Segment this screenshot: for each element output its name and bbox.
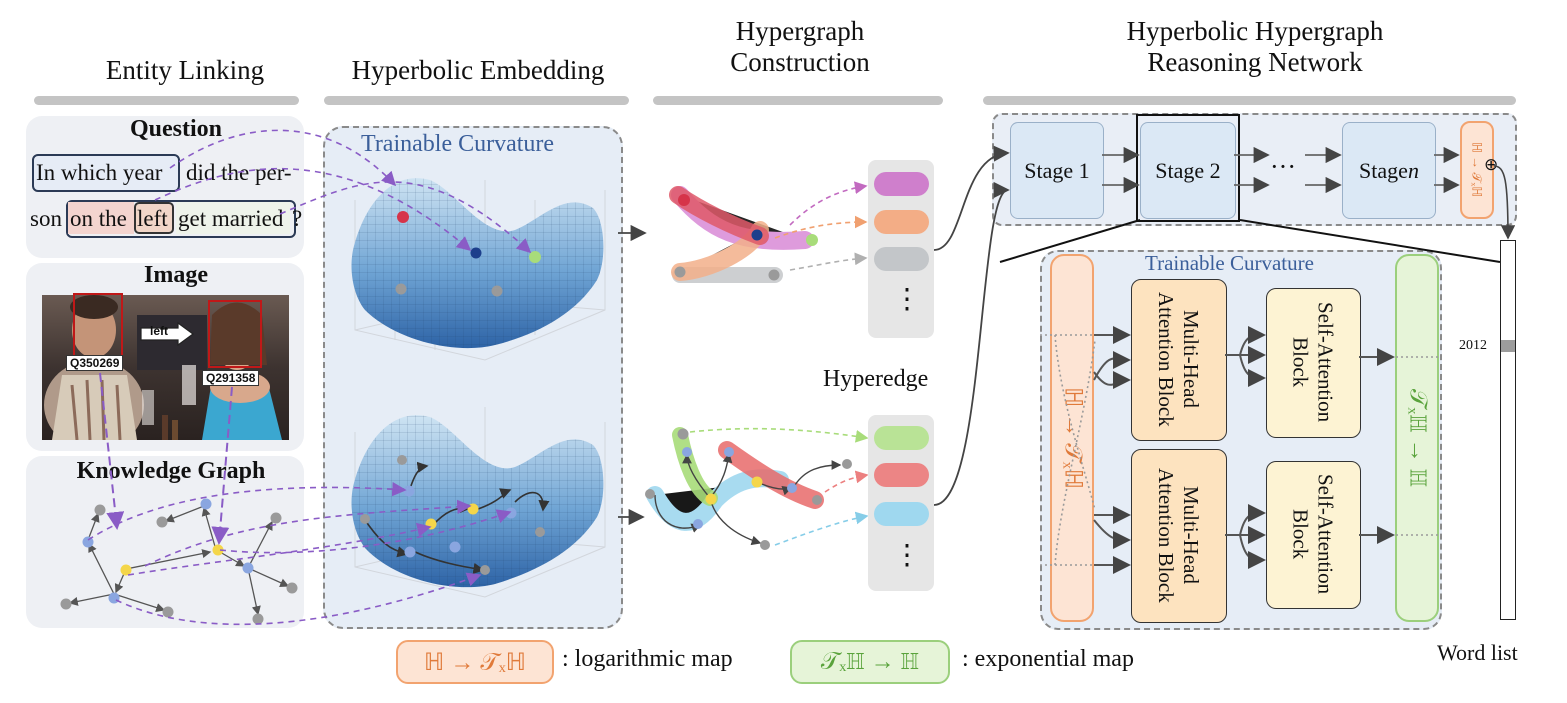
stage-oplus: ⊕: [1484, 155, 1499, 174]
header-bar-hyperbolic-embedding: [324, 96, 629, 105]
sa-block-1: [1266, 288, 1361, 438]
highlight-on-the: [68, 202, 134, 234]
detail-container: [1040, 250, 1442, 630]
stage-1: Stage 1: [1010, 122, 1104, 219]
stage-n: Stage n: [1342, 122, 1436, 219]
knowledge-graph-network: [60, 498, 298, 625]
detail-curvature-label: Trainable Curvature: [1145, 251, 1314, 275]
header-hypergraph-construction: Hypergraph Construction: [730, 16, 870, 77]
detail-exp-map-label: 𝒯ₓℍ → ℍ: [1404, 388, 1431, 488]
header-bar-entity-linking: [34, 96, 299, 105]
word-list-bar: [1500, 240, 1516, 620]
entity-tag-q350269: Q350269: [66, 355, 124, 371]
header-entity-linking: Entity Linking: [105, 55, 265, 85]
legend-log-map-box: ℍ → 𝒯ₓℍ: [396, 640, 554, 684]
stage-log-map-box: [1460, 121, 1494, 219]
legend-exp-map-box: 𝒯ₓℍ → ℍ: [790, 640, 950, 684]
face-box-q350269: [73, 293, 123, 359]
question-line2-a: son: [30, 206, 62, 231]
image-title: Image: [144, 262, 208, 288]
stage-n-var: n: [1407, 157, 1419, 183]
question-line2-e: ?: [292, 206, 303, 231]
stage-dots: ···: [1270, 152, 1296, 181]
hyperedge-bottom-red: [874, 463, 929, 487]
word-list-selected: [1501, 340, 1515, 352]
legend-log-map-text: : logarithmic map: [562, 646, 733, 672]
left-arrow-label: left: [150, 324, 168, 338]
hyperedge-top-orange: [874, 210, 929, 234]
header-bar-hypergraph-construction: [653, 96, 943, 105]
question-line1-a: In which year: [36, 160, 163, 185]
sa-block-2-label: Self-Attention Block: [1288, 473, 1338, 595]
stage-2-highlight: [1136, 114, 1240, 222]
legend-exp-map-text: : exponential map: [962, 646, 1134, 672]
mha-block-2: [1131, 449, 1227, 623]
hyperedge-bottom-blue: [874, 502, 929, 526]
face-box-q291358: [208, 300, 262, 368]
hypergraph-top: [669, 181, 868, 283]
question-line2-b: on the: [70, 206, 127, 231]
saddle-surface-top: [351, 178, 606, 361]
hyperedge-bottom-green: [874, 426, 929, 450]
entity-tag-q291358: Q291358: [202, 370, 260, 386]
mha-block-1-label: Multi-Head Attention Block: [1154, 291, 1203, 427]
question-line2-c: left: [137, 206, 168, 231]
word-list-label: Word list: [1437, 640, 1518, 665]
mha-block-2-label: Multi-Head Attention Block: [1154, 467, 1203, 603]
question-line1-b: did the per-: [186, 160, 292, 185]
hyperedge-top-more: ⋮: [893, 284, 921, 315]
hyperedge-top-purple: [874, 172, 929, 196]
question-line2-d: get married: [178, 206, 284, 231]
detail-log-map-label: ℍ → 𝒯ₓℍ: [1059, 386, 1086, 490]
hypergraph-bottom: [645, 427, 869, 550]
question-title: Question: [129, 116, 222, 142]
stage-n-prefix: Stage: [1359, 157, 1408, 183]
hyperedge-bottom-more: ⋮: [893, 540, 921, 571]
mha-block-1: [1131, 279, 1227, 441]
word-list-value: 2012: [1459, 338, 1487, 353]
header-hyperbolic-embedding: Hyperbolic Embedding: [351, 55, 605, 85]
header-reasoning-network: Hyperbolic Hypergraph Reasoning Network: [1126, 16, 1384, 77]
hyperedge-label: Hyperedge: [823, 366, 929, 392]
detail-exp-map-bar: [1395, 254, 1439, 622]
sa-block-1-label: Self-Attention Block: [1288, 301, 1338, 423]
stage-log-map-label: ℍ → 𝒯ₓℍ: [1469, 142, 1485, 198]
saddle-surface-bottom: [351, 407, 606, 598]
embedding-curvature-label: Trainable Curvature: [361, 131, 555, 157]
stage-2: Stage 2: [1140, 122, 1236, 219]
hyperedge-top-gray: [874, 247, 929, 271]
header-bar-reasoning-network: [983, 96, 1516, 105]
left-arrow-shape: [140, 322, 194, 346]
